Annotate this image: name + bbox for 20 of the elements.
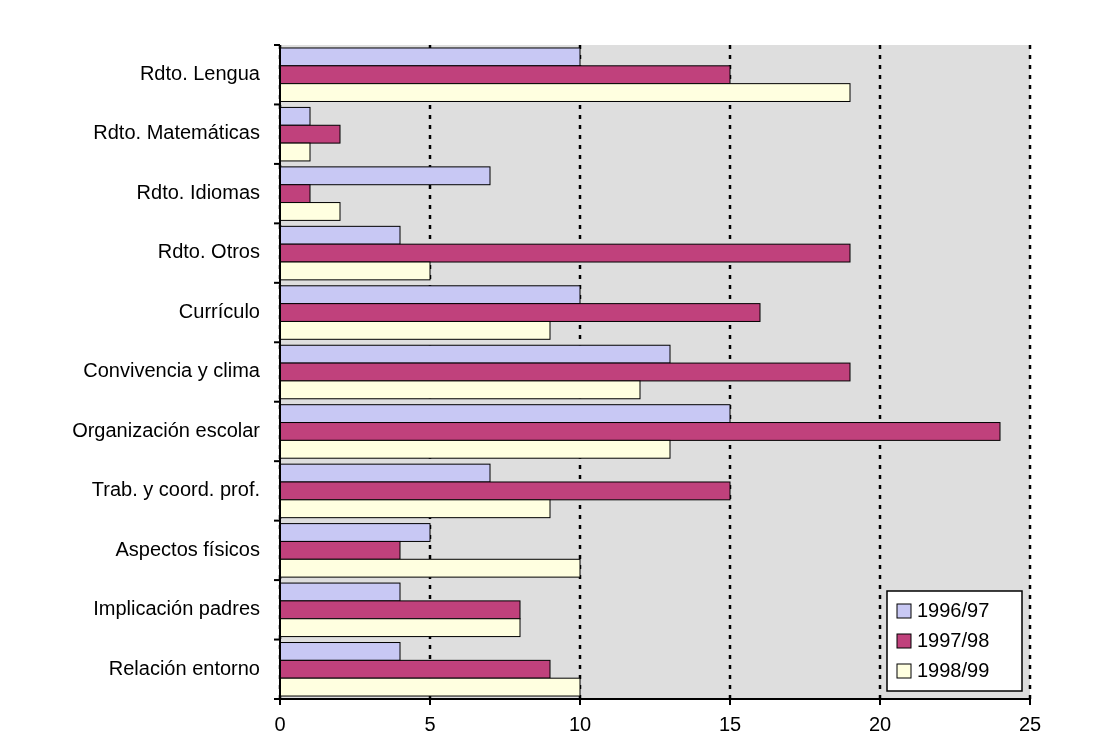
y-tick-label: Currículo xyxy=(178,299,260,322)
legend-label: 1998/99 xyxy=(917,659,990,681)
x-tick-label: 10 xyxy=(568,713,592,735)
y-tick-label: Rdto. Lengua xyxy=(139,62,261,85)
y-tick-label: Trab. y coord. prof. xyxy=(91,478,260,501)
legend-label: 1996/97 xyxy=(917,599,990,621)
y-tick-label: Organización escolar xyxy=(72,418,261,441)
y-tick-label: Rdto. Otros xyxy=(157,240,260,263)
y-tick-label: Rdto. Idiomas xyxy=(136,180,260,203)
y-tick-label: Relación entorno xyxy=(108,656,260,679)
x-tick-label: 15 xyxy=(718,713,742,735)
y-tick-label: Convivencia y clima xyxy=(83,359,261,382)
y-tick-label: Rdto. Matemáticas xyxy=(93,121,260,144)
x-tick-label: 25 xyxy=(1018,713,1042,735)
legend-label: 1997/98 xyxy=(917,629,990,651)
x-tick-label: 0 xyxy=(274,713,286,735)
x-tick-label: 5 xyxy=(424,713,436,735)
x-tick-label: 20 xyxy=(868,713,892,735)
y-tick-label: Aspectos físicos xyxy=(115,537,260,560)
y-tick-label: Implicación padres xyxy=(93,597,260,620)
